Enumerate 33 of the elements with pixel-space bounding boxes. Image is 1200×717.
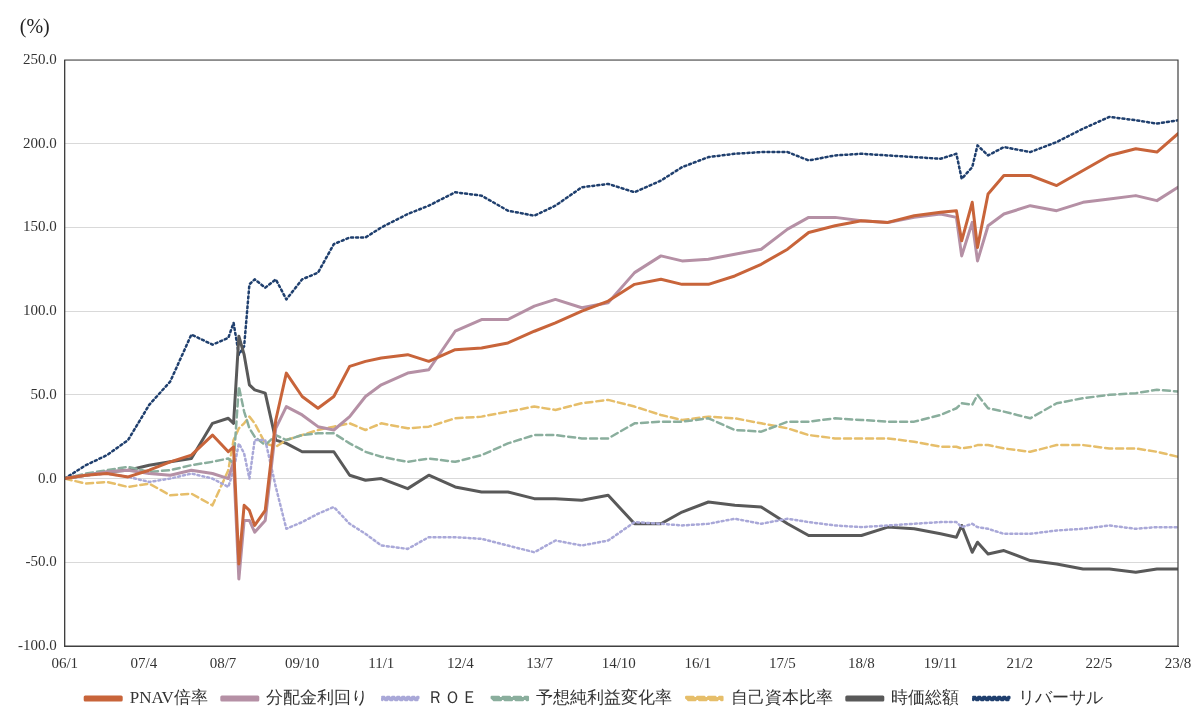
legend-label: 自己資本比率 <box>730 687 833 707</box>
x-tick-label: 08/7 <box>209 654 237 671</box>
x-tick-label: 17/5 <box>768 654 796 671</box>
y-tick-label: 50.0 <box>30 385 57 402</box>
x-tick-label: 11/1 <box>368 654 395 671</box>
x-tick-label: 13/7 <box>526 654 554 671</box>
x-tick-label: 22/5 <box>1085 654 1113 671</box>
line-series <box>64 398 1178 507</box>
line-series <box>64 115 1178 480</box>
legend-label: 予想純利益変化率 <box>536 687 673 707</box>
x-tick-label: 23/8 <box>1164 654 1192 671</box>
x-tick-label: 09/10 <box>285 654 320 671</box>
x-tick-label: 12/4 <box>447 654 475 671</box>
y-tick-label: 0.0 <box>38 469 57 486</box>
legend-label: リバーサル <box>1017 687 1103 707</box>
legend-label: 時価総額 <box>891 687 960 707</box>
y-tick-label: 250.0 <box>23 50 57 67</box>
x-tick-label: 19/11 <box>923 654 958 671</box>
y-tick-label: -100.0 <box>18 636 57 653</box>
y-tick-label: 100.0 <box>23 302 57 319</box>
x-tick-label: 16/1 <box>684 654 712 671</box>
legend-label: ＲＯＥ <box>426 687 478 707</box>
x-tick-label: 07/4 <box>130 654 158 671</box>
legend-label: 分配金利回り <box>266 687 369 707</box>
y-tick-label: 200.0 <box>23 134 57 151</box>
y-tick-label: -50.0 <box>25 553 57 570</box>
y-axis-title: (%) <box>19 15 50 39</box>
y-tick-label: 150.0 <box>23 218 57 235</box>
x-tick-label: 18/8 <box>848 654 875 671</box>
x-tick-label: 14/10 <box>601 654 636 671</box>
legend-label: PNAV倍率 <box>129 687 208 707</box>
x-tick-label: 21/2 <box>1006 654 1034 671</box>
x-tick-label: 06/1 <box>51 654 79 671</box>
